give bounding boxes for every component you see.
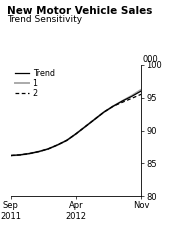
- Legend: Trend, 1, 2: Trend, 1, 2: [15, 69, 55, 98]
- Text: Trend Sensitivity: Trend Sensitivity: [7, 15, 82, 24]
- Text: 000: 000: [143, 55, 159, 64]
- Text: New Motor Vehicle Sales: New Motor Vehicle Sales: [7, 6, 153, 16]
